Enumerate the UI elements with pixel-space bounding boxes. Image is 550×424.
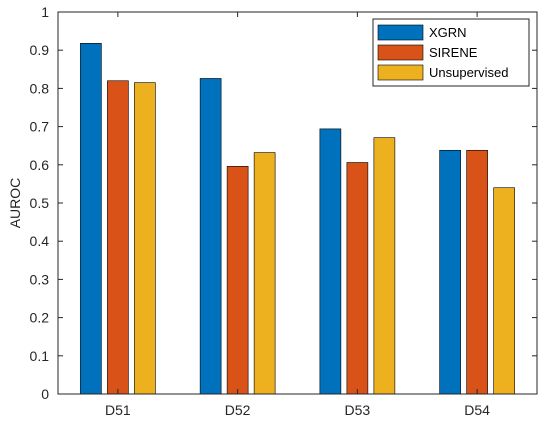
y-tick-label: 0.6: [30, 157, 50, 173]
x-tick-label: D52: [225, 402, 251, 418]
x-tick-label: D51: [105, 402, 131, 418]
bar-xgrn-d51: [80, 43, 102, 395]
bar-unsupervised-d54: [493, 187, 515, 395]
y-tick-label: 0.9: [30, 42, 50, 58]
bars-layer: [80, 43, 515, 395]
y-tick-label: 0.4: [30, 233, 50, 249]
legend-swatch-unsupervised: [377, 64, 424, 81]
bar-sirene-d52: [226, 166, 249, 395]
y-tick-label: 0.2: [30, 310, 50, 326]
axes-layer: 0 0.1 0.2 0.3 0.4 0.5 0.6 0.7 0.8 0.9 1 D51 D52 D53 D5…: [30, 4, 538, 418]
y-tick-label: 0.1: [30, 348, 50, 364]
bar-sirene-d53: [346, 162, 369, 395]
bar-xgrn-d53: [319, 128, 342, 395]
legend-swatch-xgrn: [377, 24, 424, 41]
bar-sirene-d51: [107, 80, 129, 395]
bar-sirene-d54: [466, 149, 488, 395]
y-tick-label: 0.7: [30, 119, 50, 135]
y-tick-label: 0.5: [30, 195, 50, 211]
y-axis-label: AUROC: [7, 178, 23, 229]
y-tick-label: 0.8: [30, 80, 50, 96]
bar-xgrn-d52: [199, 78, 222, 395]
legend: XGRN SIRENE Unsupervised: [372, 18, 530, 87]
legend-swatch-sirene: [377, 44, 424, 61]
bar-unsupervised-d53: [373, 137, 396, 395]
y-tick-label: 0: [41, 386, 49, 402]
legend-label-sirene: SIRENE: [429, 45, 478, 60]
bar-unsupervised-d51: [134, 82, 156, 395]
legend-label-unsupervised: Unsupervised: [429, 65, 509, 80]
y-tick-label: 0.3: [30, 271, 50, 287]
x-tick-label: D53: [345, 402, 371, 418]
y-tick-label: 1: [41, 4, 49, 20]
bar-unsupervised-d52: [253, 152, 276, 395]
bar-xgrn-d54: [439, 149, 461, 395]
x-tick-label: D54: [464, 402, 490, 418]
legend-label-xgrn: XGRN: [429, 25, 467, 40]
